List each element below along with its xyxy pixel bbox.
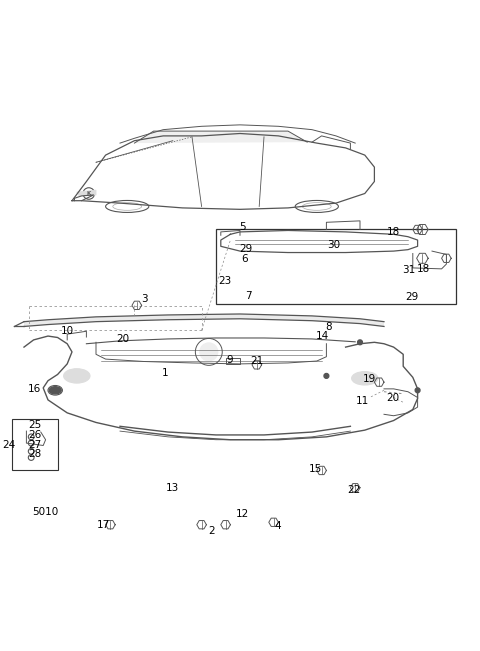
Text: 1: 1 — [162, 368, 169, 378]
Text: 23: 23 — [218, 276, 231, 286]
Circle shape — [415, 388, 420, 393]
Text: 5: 5 — [239, 222, 246, 232]
Text: 16: 16 — [28, 384, 41, 394]
Text: 11: 11 — [356, 396, 369, 406]
Text: 27: 27 — [28, 439, 41, 450]
Polygon shape — [134, 131, 307, 143]
Text: 31: 31 — [402, 266, 416, 275]
Text: 20: 20 — [386, 393, 399, 404]
Text: 14: 14 — [316, 331, 329, 341]
Polygon shape — [77, 190, 96, 196]
Text: 10: 10 — [60, 326, 74, 337]
Text: 4: 4 — [274, 521, 281, 531]
Text: 12: 12 — [236, 508, 249, 519]
Ellipse shape — [49, 387, 61, 394]
Text: K: K — [87, 191, 91, 196]
Text: 20: 20 — [116, 334, 129, 344]
Text: 15: 15 — [309, 465, 323, 475]
Bar — [216, 230, 456, 304]
Text: 8: 8 — [325, 322, 332, 332]
Text: 3: 3 — [141, 294, 147, 304]
Text: 29: 29 — [405, 292, 419, 301]
Text: 13: 13 — [166, 483, 180, 493]
Text: 17: 17 — [96, 519, 110, 530]
Text: 25: 25 — [28, 421, 41, 430]
Ellipse shape — [63, 368, 90, 383]
Text: 22: 22 — [348, 484, 361, 495]
Text: 21: 21 — [250, 357, 264, 367]
Polygon shape — [24, 314, 384, 326]
Ellipse shape — [351, 372, 378, 385]
Text: 26: 26 — [28, 430, 41, 440]
Text: 24: 24 — [2, 439, 15, 450]
Text: 18: 18 — [417, 264, 430, 274]
Text: 9: 9 — [226, 355, 233, 365]
Text: 18: 18 — [387, 227, 400, 237]
Text: 28: 28 — [28, 449, 41, 459]
Circle shape — [358, 340, 362, 344]
Text: 19: 19 — [363, 374, 376, 384]
Text: 29: 29 — [239, 243, 252, 254]
Circle shape — [199, 342, 218, 361]
Text: 2: 2 — [208, 526, 215, 536]
Text: 7: 7 — [245, 291, 252, 301]
Text: 6: 6 — [241, 255, 248, 264]
Bar — [12, 419, 58, 469]
Bar — [226, 358, 240, 364]
Text: 5010: 5010 — [33, 506, 59, 517]
Text: 30: 30 — [327, 240, 340, 250]
Circle shape — [324, 374, 329, 378]
